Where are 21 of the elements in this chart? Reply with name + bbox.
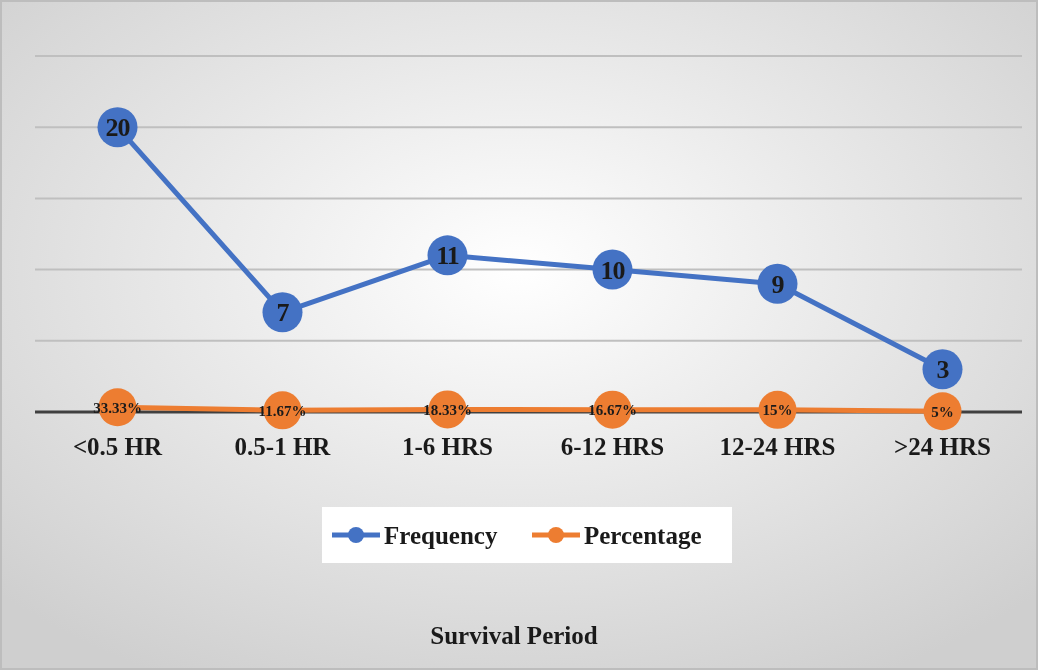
data-label: 5% bbox=[931, 403, 954, 420]
legend-label: Percentage bbox=[584, 521, 702, 549]
x-tick-label: 6-12 HRS bbox=[560, 432, 665, 460]
data-label: 18.33% bbox=[423, 401, 472, 418]
data-label: 11 bbox=[436, 241, 459, 271]
data-label: 11.67% bbox=[258, 402, 307, 419]
data-label: 16.67% bbox=[588, 401, 637, 418]
legend-label: Frequency bbox=[384, 521, 498, 549]
data-label: 9 bbox=[771, 269, 785, 299]
x-tick-label: <0.5 HR bbox=[72, 432, 164, 460]
data-label: 3 bbox=[936, 355, 950, 385]
data-label: 10 bbox=[600, 255, 626, 285]
x-tick-label: 12-24 HRS bbox=[719, 432, 836, 460]
data-label: 33.33% bbox=[93, 399, 142, 416]
data-label: 20 bbox=[105, 113, 131, 143]
data-label: 7 bbox=[276, 298, 290, 328]
text: Survival Period bbox=[430, 621, 598, 649]
x-tick-label: >24 HRS bbox=[894, 432, 991, 460]
x-tick-label: 1-6 HRS bbox=[402, 432, 493, 460]
data-label: 15% bbox=[762, 402, 793, 419]
x-tick-label: 0.5-1 HR bbox=[234, 432, 332, 460]
